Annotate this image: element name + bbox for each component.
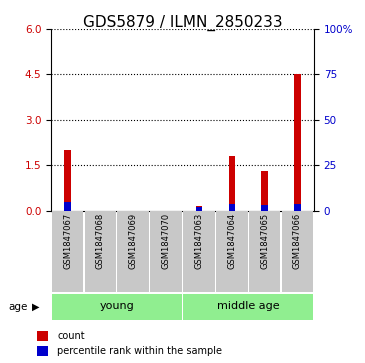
Text: GSM1847065: GSM1847065: [260, 213, 269, 269]
Bar: [216, 211, 247, 292]
Text: count: count: [57, 331, 85, 341]
Bar: [64, 202, 71, 211]
Text: ▶: ▶: [32, 302, 39, 312]
Text: GSM1847070: GSM1847070: [162, 213, 170, 269]
Bar: [228, 204, 235, 211]
Bar: [36, 346, 48, 356]
Bar: [118, 211, 149, 292]
Bar: [196, 207, 202, 211]
Bar: [294, 74, 301, 211]
Text: young: young: [99, 301, 134, 311]
Bar: [196, 206, 202, 211]
Bar: [183, 211, 215, 292]
Bar: [52, 294, 181, 320]
Bar: [85, 211, 116, 292]
Bar: [261, 171, 268, 211]
Bar: [261, 205, 268, 211]
Bar: [249, 211, 280, 292]
Bar: [184, 294, 313, 320]
Bar: [150, 211, 182, 292]
Text: GSM1847069: GSM1847069: [129, 213, 138, 269]
Text: percentile rank within the sample: percentile rank within the sample: [57, 346, 222, 356]
Text: GSM1847064: GSM1847064: [227, 213, 236, 269]
Text: GDS5879 / ILMN_2850233: GDS5879 / ILMN_2850233: [83, 15, 282, 31]
Bar: [36, 331, 48, 341]
Text: GSM1847067: GSM1847067: [63, 213, 72, 269]
Text: age: age: [8, 302, 27, 312]
Text: GSM1847063: GSM1847063: [195, 213, 203, 269]
Bar: [294, 204, 301, 211]
Text: middle age: middle age: [217, 301, 280, 311]
Bar: [228, 156, 235, 211]
Text: GSM1847066: GSM1847066: [293, 213, 302, 269]
Text: GSM1847068: GSM1847068: [96, 213, 105, 269]
Bar: [52, 211, 83, 292]
Bar: [64, 150, 71, 211]
Bar: [282, 211, 313, 292]
